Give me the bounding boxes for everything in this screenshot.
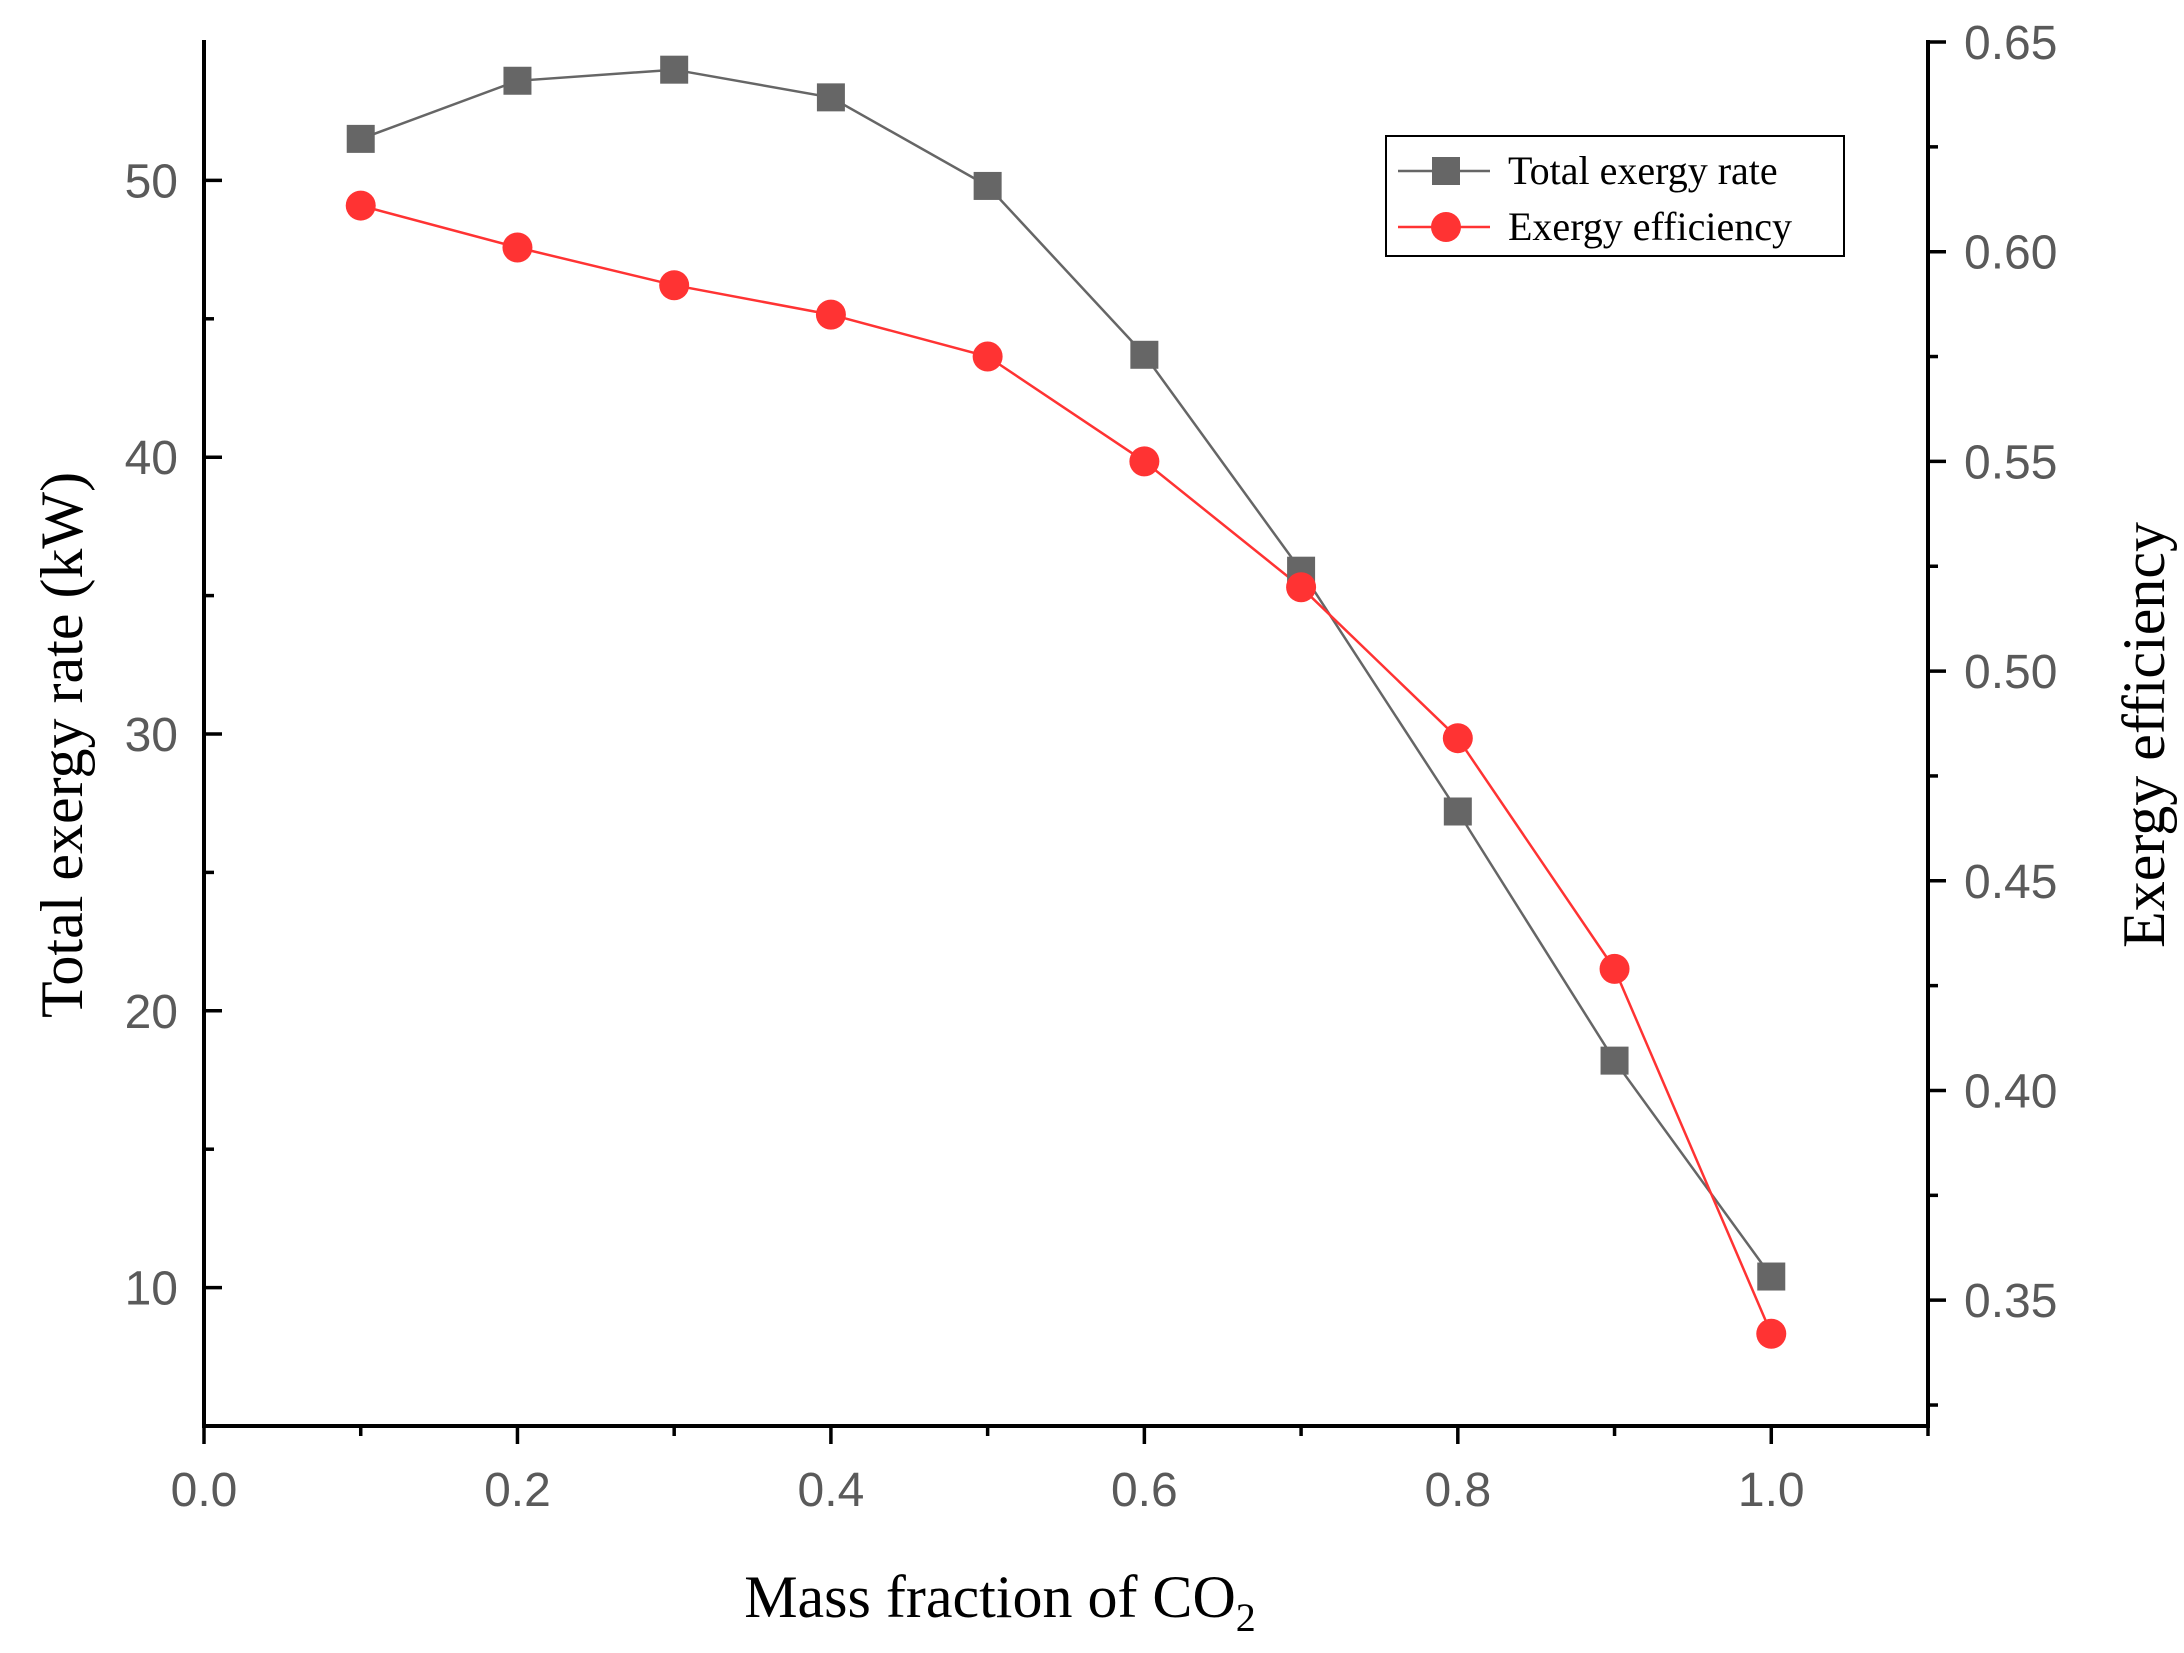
y-right-tick-label: 0.50	[1964, 646, 2057, 699]
left-y-axis-ticks: 10 20 30 40 50	[125, 155, 222, 1316]
x-tick-label: 1.0	[1738, 1464, 1805, 1517]
legend-marker-circle	[1431, 212, 1461, 242]
x-tick-label: 0.2	[484, 1464, 551, 1517]
data-point-exergy-efficiency	[1286, 572, 1317, 603]
legend-marker-square	[1432, 157, 1460, 185]
series-layer	[345, 55, 1787, 1349]
data-point-total-exergy-rate	[816, 83, 845, 112]
legend-label-exergy-efficiency: Exergy efficiency	[1508, 204, 1792, 249]
right-y-axis-ticks: 0.35 0.40 0.45 0.50 0.55 0.60 0.65	[1928, 17, 2057, 1407]
y-right-tick-label: 0.55	[1964, 436, 2057, 489]
data-point-total-exergy-rate	[346, 124, 375, 153]
series-line-exergy-efficiency	[360, 204, 1773, 1335]
data-point-total-exergy-rate	[1600, 1046, 1629, 1075]
x-axis-title: Mass fraction of CO2	[744, 1564, 1256, 1640]
data-point-exergy-efficiency	[345, 190, 376, 221]
data-point-total-exergy-rate	[1443, 797, 1472, 826]
data-point-total-exergy-rate	[1757, 1262, 1786, 1291]
y-left-tick-label: 10	[125, 1263, 178, 1316]
y-right-tick-label: 0.45	[1964, 856, 2057, 909]
y-right-tick-label: 0.40	[1964, 1065, 2057, 1118]
y-left-tick-label: 50	[125, 155, 178, 208]
legend-box	[1385, 135, 1845, 257]
data-point-total-exergy-rate	[973, 171, 1002, 200]
y-left-tick-label: 40	[125, 432, 178, 485]
x-tick-label: 0.6	[1111, 1464, 1178, 1517]
data-point-exergy-efficiency	[972, 341, 1003, 372]
data-point-exergy-efficiency	[1129, 446, 1160, 477]
y-left-tick-label: 30	[125, 709, 178, 762]
data-point-exergy-efficiency	[502, 232, 533, 263]
series-line-total-exergy-rate	[360, 68, 1773, 1278]
y-left-tick-label: 20	[125, 986, 178, 1039]
data-point-exergy-efficiency	[1442, 723, 1473, 754]
data-point-total-exergy-rate	[503, 66, 532, 95]
y-right-tick-label: 0.60	[1964, 227, 2057, 280]
y-right-tick-label: 0.65	[1964, 17, 2057, 70]
x-tick-label: 0.4	[798, 1464, 865, 1517]
legend-label-total-exergy-rate: Total exergy rate	[1508, 148, 1778, 193]
data-point-exergy-efficiency	[1756, 1318, 1787, 1349]
legend: Total exergy rate Exergy efficiency	[1385, 135, 1845, 257]
data-point-exergy-efficiency	[659, 270, 690, 301]
data-point-exergy-efficiency	[1599, 953, 1630, 984]
x-tick-label: 0.8	[1424, 1464, 1491, 1517]
data-point-total-exergy-rate	[1130, 340, 1159, 369]
data-point-exergy-efficiency	[815, 299, 846, 330]
x-tick-label: 0.0	[171, 1464, 238, 1517]
y-right-tick-label: 0.35	[1964, 1275, 2057, 1328]
x-axis-ticks: 0.0 0.2 0.4 0.6 0.8 1.0	[171, 1426, 1930, 1517]
data-point-total-exergy-rate	[660, 55, 689, 84]
right-y-axis-title: Exergy efficiency	[2111, 522, 2177, 948]
left-y-axis-title: Total exergy rate (kW)	[29, 472, 95, 1018]
